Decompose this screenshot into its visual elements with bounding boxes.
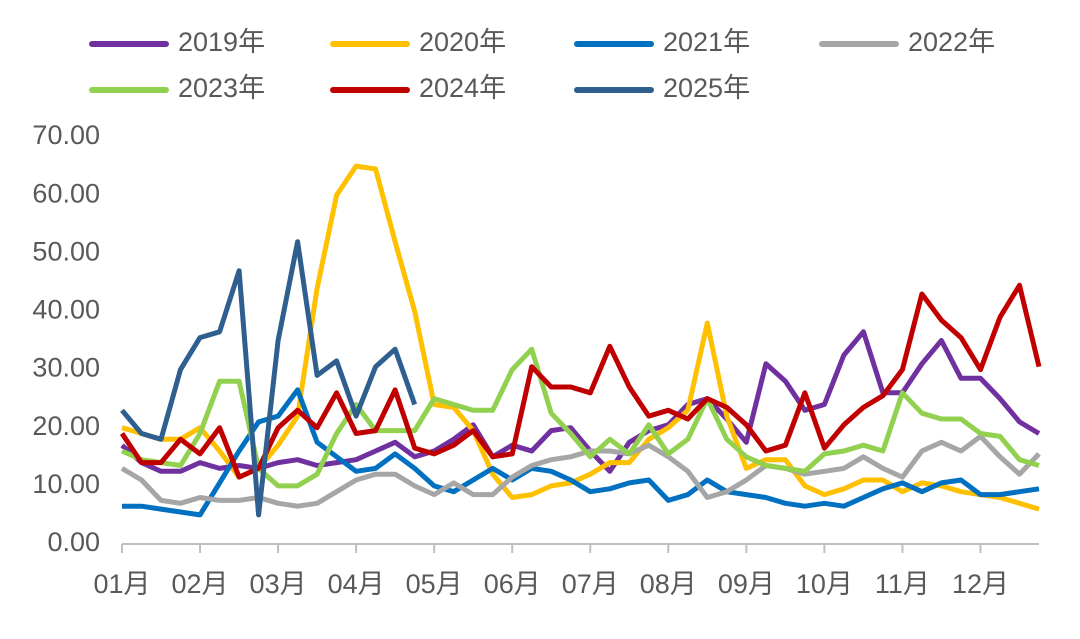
x-tick-label: 10月 xyxy=(796,569,853,599)
y-tick-label: 40.00 xyxy=(32,295,100,325)
series-line xyxy=(121,163,1040,512)
x-tick-label: 09月 xyxy=(718,569,775,599)
legend-label: 2020年 xyxy=(419,27,506,57)
y-tick-label: 0.00 xyxy=(47,527,100,557)
x-tick-label: 04月 xyxy=(328,569,385,599)
series-line xyxy=(120,239,418,518)
x-tick-label: 06月 xyxy=(484,569,541,599)
x-tick-label: 12月 xyxy=(952,569,1009,599)
x-tick-label: 01月 xyxy=(93,569,150,599)
x-tick-label: 05月 xyxy=(406,569,463,599)
x-tick-label: 08月 xyxy=(640,569,697,599)
legend-label: 2024年 xyxy=(419,73,506,103)
legend-label: 2019年 xyxy=(178,27,265,57)
x-tick-label: 03月 xyxy=(250,569,307,599)
y-tick-label: 10.00 xyxy=(32,469,100,499)
y-tick-label: 70.00 xyxy=(32,120,100,150)
legend-label: 2025年 xyxy=(663,73,750,103)
y-tick-label: 30.00 xyxy=(32,353,100,383)
y-tick-label: 50.00 xyxy=(32,236,100,266)
legend-label: 2021年 xyxy=(663,27,750,57)
series-line xyxy=(120,346,1040,489)
series-line xyxy=(120,433,1041,509)
x-tick-label: 07月 xyxy=(562,569,619,599)
series-line xyxy=(122,387,1040,518)
x-tick-label: 11月 xyxy=(875,569,930,599)
y-tick-label: 60.00 xyxy=(32,178,100,208)
legend-label: 2022年 xyxy=(908,27,995,57)
x-tick-label: 02月 xyxy=(172,569,229,599)
legend-label: 2023年 xyxy=(178,73,265,103)
y-tick-label: 20.00 xyxy=(32,411,100,441)
series-line xyxy=(119,282,1042,480)
